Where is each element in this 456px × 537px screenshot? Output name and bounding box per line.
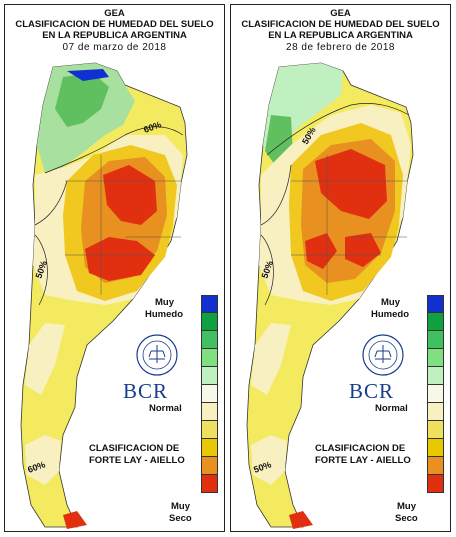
classification-line1: CLASIFICACION DE [315, 443, 406, 454]
classification-line2: FORTE LAY - AIELLO [315, 455, 411, 466]
south-normal [251, 435, 287, 485]
legend-swatch [201, 367, 218, 385]
legend-swatch [201, 295, 218, 313]
south-normal [25, 435, 61, 485]
legend-swatch [427, 457, 444, 475]
legend-label-humedo: Humedo [145, 309, 183, 320]
extreme-dry-zone-north [103, 165, 157, 225]
soil-moisture-map: 60% 50% 60% [20, 62, 188, 529]
tierra-del-fuego-dry [289, 511, 313, 529]
legend-label-muy: Muy [155, 297, 174, 308]
legend-swatch [427, 403, 444, 421]
extreme-dry-zone-south [345, 233, 381, 267]
panel-date: 07 de marzo de 2018 [62, 42, 167, 53]
panel-title: CLASIFICACION DE HUMEDAD DEL SUELO [15, 19, 214, 30]
classification-line1: CLASIFICACION DE [89, 443, 180, 454]
legend-swatch [201, 403, 218, 421]
bcr-logo: BCR [349, 379, 395, 403]
patagonia-normal [25, 323, 65, 395]
extreme-wet-zone [67, 69, 109, 81]
legend-swatch [427, 475, 444, 493]
legend-swatch [427, 295, 444, 313]
legend-swatch [201, 349, 218, 367]
soil-moisture-map: 50% 50% 50% [246, 62, 414, 529]
legend-swatch [427, 385, 444, 403]
legend-swatch [201, 475, 218, 493]
panel-subtitle: EN LA REPUBLICA ARGENTINA [268, 30, 413, 41]
panel-date: 28 de febrero de 2018 [286, 42, 395, 53]
panel-title-gea: GEA [330, 8, 351, 19]
legend-label-normal: Normal [149, 403, 182, 414]
legend-swatch [427, 313, 444, 331]
panel-subtitle: EN LA REPUBLICA ARGENTINA [42, 30, 187, 41]
panel-title: CLASIFICACION DE HUMEDAD DEL SUELO [241, 19, 440, 30]
legend-swatch [201, 331, 218, 349]
legend-swatch [201, 313, 218, 331]
tierra-del-fuego-dry [63, 511, 87, 529]
patagonia-normal [251, 323, 291, 395]
legend-swatch [201, 457, 218, 475]
legend-label-humedo: Humedo [371, 309, 409, 320]
map-panel-february: GEA CLASIFICACION DE HUMEDAD DEL SUELO E… [230, 4, 451, 532]
map-panel-march: GEA CLASIFICACION DE HUMEDAD DEL SUELO E… [4, 4, 225, 532]
legend-label-muy: Muy [381, 297, 400, 308]
bcr-seal-icon [362, 334, 404, 376]
bcr-logo: BCR [123, 379, 169, 403]
legend-swatch [427, 421, 444, 439]
legend-swatch [427, 439, 444, 457]
legend-swatch [201, 421, 218, 439]
moisture-legend [427, 295, 444, 493]
bcr-seal-icon [136, 334, 178, 376]
legend-swatch [427, 331, 444, 349]
legend-swatch [201, 385, 218, 403]
panel-title-gea: GEA [104, 8, 125, 19]
extreme-dry-zone-west [305, 233, 337, 269]
legend-swatch [201, 439, 218, 457]
very-wet-zone [55, 73, 109, 127]
legend-label-seco: Seco [395, 513, 418, 524]
legend-label-muy: Muy [171, 501, 190, 512]
legend-label-seco: Seco [169, 513, 192, 524]
legend-label-normal: Normal [375, 403, 408, 414]
legend-label-muy: Muy [397, 501, 416, 512]
legend-swatch [427, 349, 444, 367]
classification-line2: FORTE LAY - AIELLO [89, 455, 185, 466]
extreme-dry-zone-north [315, 149, 387, 219]
extreme-dry-zone-south [85, 237, 155, 281]
moisture-legend [201, 295, 218, 493]
legend-swatch [427, 367, 444, 385]
